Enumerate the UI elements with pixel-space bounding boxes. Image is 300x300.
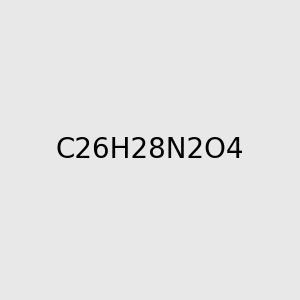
- Text: C26H28N2O4: C26H28N2O4: [56, 136, 244, 164]
